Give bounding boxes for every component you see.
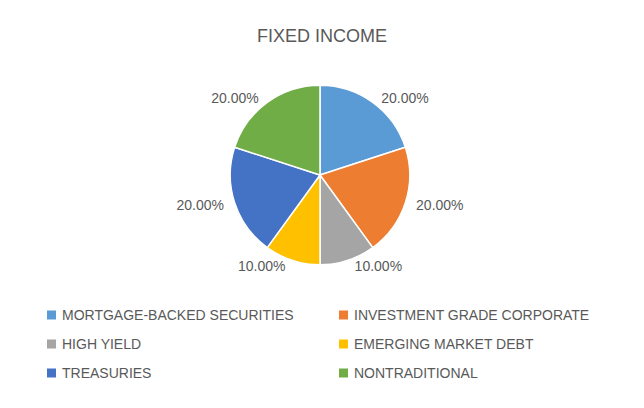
svg-text:NONTRADITIONAL: NONTRADITIONAL [354,365,478,381]
svg-text:10.00%: 10.00% [355,258,402,274]
svg-text:FIXED INCOME: FIXED INCOME [257,26,387,46]
svg-text:20.00%: 20.00% [416,197,463,213]
svg-text:MORTGAGE-BACKED SECURITIES: MORTGAGE-BACKED SECURITIES [62,307,294,323]
svg-text:20.00%: 20.00% [381,90,428,106]
svg-text:20.00%: 20.00% [176,197,223,213]
svg-text:10.00%: 10.00% [238,258,285,274]
svg-text:20.00%: 20.00% [211,90,258,106]
svg-text:INVESTMENT GRADE CORPORATE: INVESTMENT GRADE CORPORATE [354,307,589,323]
svg-text:EMERGING MARKET DEBT: EMERGING MARKET DEBT [354,336,534,352]
svg-text:HIGH YIELD: HIGH YIELD [62,336,141,352]
svg-text:TREASURIES: TREASURIES [62,365,151,381]
